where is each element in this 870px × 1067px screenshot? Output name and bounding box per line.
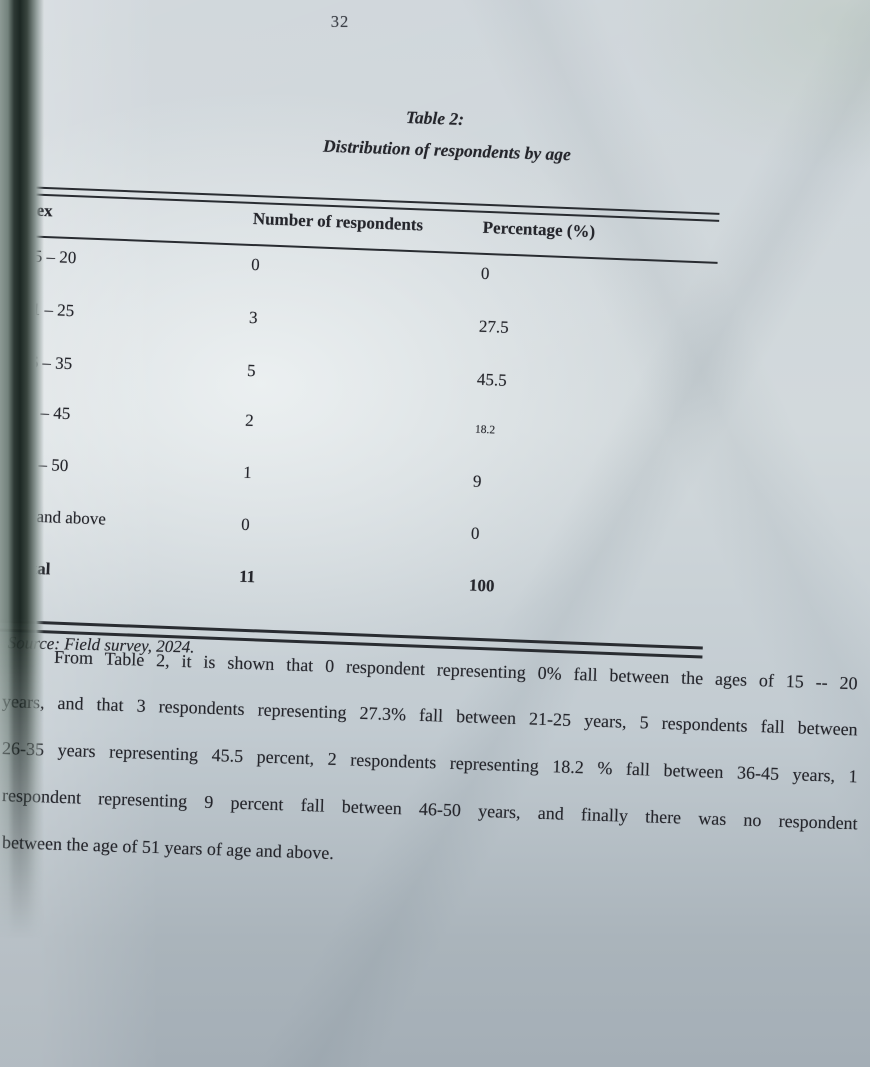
cell-percentage: 0 [470,523,480,543]
paragraph-line: 26-35 years representing 45.5 percent, 2… [1,738,858,787]
cell-respondents: 0 [250,254,261,275]
table-row: 36 – 45 2 18.2 [11,402,711,449]
paragraph-line: respondent representing 9 percent fall b… [1,785,858,834]
table-row: 21 – 25 3 27.5 [15,299,715,346]
table-row: 26 – 35 5 45.5 [13,352,713,399]
row-label: 46 – 50 [17,454,69,476]
cell-respondents: 3 [248,307,258,328]
col-header-percentage: Percentage (%) [482,217,596,242]
table-row: 51 and above 0 0 [7,506,707,553]
table-row: 15 – 20 0 0 [17,246,717,293]
cell-percentage: 27.5 [478,316,510,337]
cell-respondents: 5 [246,360,256,381]
paragraph-line: years, and that 3 respondents representi… [1,691,858,740]
table-row: 46 – 50 1 9 [9,454,709,501]
cell-respondents: 0 [240,514,251,535]
total-respondents: 11 [238,566,256,587]
cell-percentage: 18.2 [474,423,496,437]
row-label: 21 – 25 [22,299,75,321]
total-row: Total 11 100 [5,558,705,605]
cell-percentage: 0 [480,263,490,284]
cell-percentage: 45.5 [476,369,508,390]
cell-respondents: 2 [244,410,255,431]
col-header-respondents: Number of respondents [252,208,424,235]
col-header-sex: Sex [19,200,254,229]
total-percentage: 100 [468,575,495,596]
row-label: 36 – 45 [18,402,71,424]
age-distribution-table: Sex Number of respondents Percentage (%)… [0,186,720,683]
cell-percentage: 9 [472,471,482,491]
page-number: 32 [330,12,350,31]
row-label: 15 – 20 [24,246,77,268]
cell-respondents: 1 [242,462,253,483]
page-edge-shadow [0,0,44,1067]
row-label: 26 – 35 [20,352,73,374]
paragraph-line: between the age of 51 years of age and a… [1,832,335,863]
